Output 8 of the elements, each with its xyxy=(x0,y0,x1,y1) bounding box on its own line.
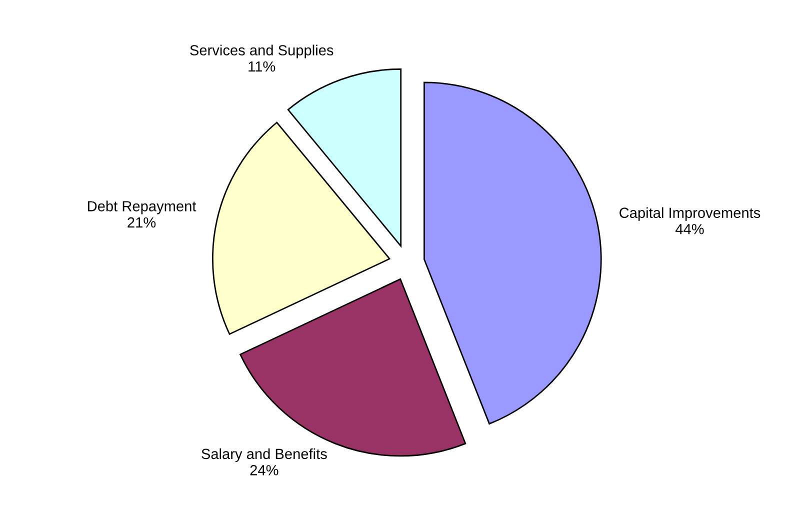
slice-label: Capital Improvements xyxy=(620,207,760,221)
slice-label: Salary and Benefits xyxy=(202,448,327,462)
data-label: 11% xyxy=(248,61,276,72)
data-label: 44% xyxy=(675,224,704,234)
data-label: 24% xyxy=(250,465,278,476)
slice-label: Services and Supplies xyxy=(190,44,334,58)
slice-label: Debt Repayment xyxy=(88,200,196,214)
data-label: 21% xyxy=(128,217,156,228)
